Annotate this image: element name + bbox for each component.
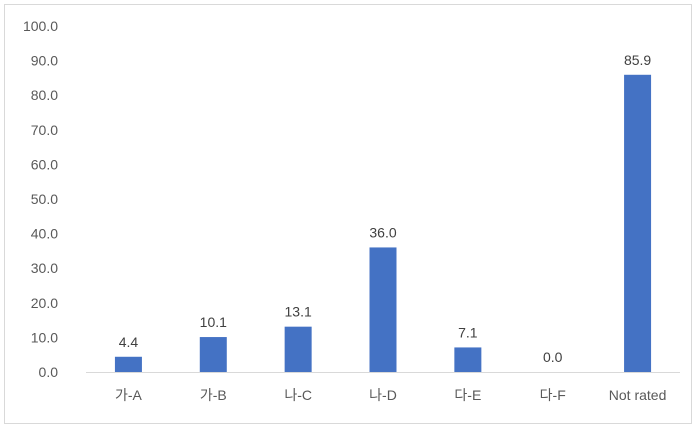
y-tick-label: 20.0 — [31, 295, 58, 311]
y-tick-label: 70.0 — [31, 122, 58, 138]
x-category-label: 나-C — [284, 387, 312, 403]
y-tick-label: 100.0 — [23, 18, 58, 34]
data-label: 4.4 — [119, 334, 139, 350]
y-tick-label: 40.0 — [31, 226, 58, 242]
y-tick-label: 50.0 — [31, 191, 58, 207]
bar — [370, 247, 397, 372]
x-category-label: 가-B — [200, 387, 227, 403]
y-tick-label: 90.0 — [31, 53, 58, 69]
bar — [285, 327, 312, 372]
y-tick-label: 30.0 — [31, 260, 58, 276]
x-category-label: 가-A — [115, 387, 143, 403]
bar — [624, 75, 651, 372]
bar — [454, 347, 481, 372]
data-label: 13.1 — [285, 304, 312, 320]
data-label: 10.1 — [200, 314, 227, 330]
y-tick-label: 0.0 — [39, 364, 59, 380]
y-tick-label: 80.0 — [31, 87, 58, 103]
x-category-label: 나-D — [369, 387, 397, 403]
x-axis-category-labels: 가-A 가-B 나-C 나-D 다-E 다-F Not rated — [115, 387, 666, 403]
x-category-label: 다-F — [540, 387, 566, 403]
data-label: 7.1 — [458, 324, 478, 340]
bar — [115, 357, 142, 372]
data-label: 85.9 — [624, 52, 651, 68]
bars — [115, 75, 651, 372]
data-label: 0.0 — [543, 349, 563, 365]
y-axis-tick-labels: 0.0 10.0 20.0 30.0 40.0 50.0 60.0 70.0 80.0 90.0 1… — [23, 18, 58, 380]
x-category-label: 다-E — [454, 387, 481, 403]
bar — [200, 337, 227, 372]
y-tick-label: 60.0 — [31, 156, 58, 172]
data-label: 36.0 — [369, 224, 396, 240]
x-category-label: Not rated — [609, 387, 667, 403]
y-tick-label: 10.0 — [31, 329, 58, 345]
